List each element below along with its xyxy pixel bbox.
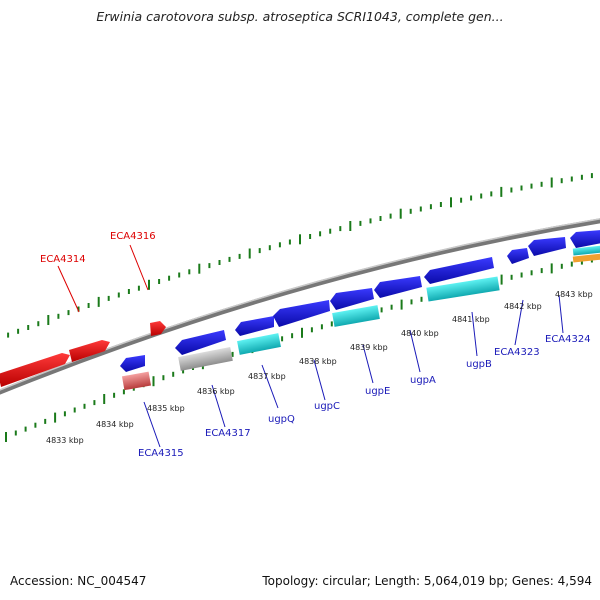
gene-label-ugpe[interactable]: ugpE (365, 386, 390, 397)
gene-arrow-ugpc[interactable] (273, 300, 330, 327)
leader-ugpq (261, 364, 279, 409)
accession-label: Accession: NC_004547 (10, 574, 147, 588)
gene-label-ugpa[interactable]: ugpA (410, 375, 436, 386)
leader-eca4317 (211, 384, 226, 428)
leader-ugpe (362, 344, 374, 384)
leader-eca4314 (57, 265, 80, 313)
gene-arrow-ugpq[interactable] (235, 316, 274, 336)
gene-arrow-ugpe[interactable] (330, 288, 374, 310)
gene-arrow-ugpb[interactable] (424, 257, 494, 284)
scale-label: 4835 kbp (147, 404, 185, 413)
scale-label: 4843 kbp (555, 290, 593, 299)
leader-ugpa (409, 329, 421, 373)
gene-arrow-eca4324[interactable] (528, 237, 566, 256)
scale-label: 4840 kbp (401, 329, 439, 338)
gene-arrow-ugpa[interactable] (374, 276, 422, 298)
scale-label: 4836 kbp (197, 387, 235, 396)
scale-label: 4837 kbp (248, 372, 286, 381)
scale-labels: 4833 kbp 4834 kbp 4835 kbp 4836 kbp 4837… (46, 290, 593, 445)
label-leader-lines (57, 244, 564, 448)
cyan-feature-ugpb[interactable] (426, 276, 500, 302)
gene-label-ugpq[interactable]: ugpQ (268, 414, 295, 425)
gene-arrow-eca4314-b[interactable] (69, 340, 110, 362)
scale-label: 4841 kbp (452, 315, 490, 324)
genome-title: Erwinia carotovora subsp. atroseptica SC… (96, 9, 504, 24)
leader-eca4323 (514, 299, 524, 346)
orange-feature-tail[interactable] (572, 253, 600, 263)
gene-label-eca4317[interactable]: ECA4317 (205, 428, 251, 439)
gene-arrow-next[interactable] (570, 230, 600, 248)
gene-arrow-eca4317[interactable] (175, 330, 226, 355)
gene-arrow-eca4316[interactable] (150, 321, 166, 336)
scale-label: 4839 kbp (350, 343, 388, 352)
leader-eca4324 (558, 294, 564, 334)
gene-label-eca4316[interactable]: ECA4316 (110, 231, 156, 242)
reverse-strand-features (120, 230, 600, 391)
pseudo-feature-eca4315[interactable] (121, 371, 152, 391)
cyan-feature-ugpe[interactable] (332, 305, 380, 327)
scale-label: 4833 kbp (46, 436, 84, 445)
genome-backbone (0, 218, 600, 395)
gene-arrow-eca4315[interactable] (120, 355, 145, 372)
gene-label-eca4324[interactable]: ECA4324 (545, 334, 591, 345)
grey-feature-eca4317[interactable] (178, 346, 233, 371)
gene-label-eca4315[interactable]: ECA4315 (138, 448, 184, 459)
forward-strand-features (0, 321, 166, 387)
gene-label-ugpb[interactable]: ugpB (466, 359, 492, 370)
gene-arrow-eca4314-a[interactable] (0, 353, 70, 387)
cyan-feature-tail[interactable] (572, 245, 600, 256)
gene-label-ugpc[interactable]: ugpC (314, 401, 340, 412)
scale-label: 4838 kbp (299, 357, 337, 366)
scale-label: 4834 kbp (96, 420, 134, 429)
leader-ugpc (313, 359, 326, 401)
genome-stats-label: Topology: circular; Length: 5,064,019 bp… (262, 574, 592, 588)
cyan-feature-ugpq[interactable] (237, 333, 281, 355)
gene-labels: ECA4314 ECA4316 ECA4315 ECA4317 ugpQ ugp… (40, 231, 591, 459)
gene-label-eca4323[interactable]: ECA4323 (494, 347, 540, 358)
forward-tick-row (7, 173, 593, 338)
leader-ugpb (471, 311, 478, 357)
scale-label: 4842 kbp (504, 302, 542, 311)
gene-label-eca4314[interactable]: ECA4314 (40, 254, 86, 265)
leader-eca4316 (129, 244, 149, 291)
leader-eca4315 (143, 401, 161, 448)
gene-arrow-eca4323[interactable] (507, 248, 529, 264)
